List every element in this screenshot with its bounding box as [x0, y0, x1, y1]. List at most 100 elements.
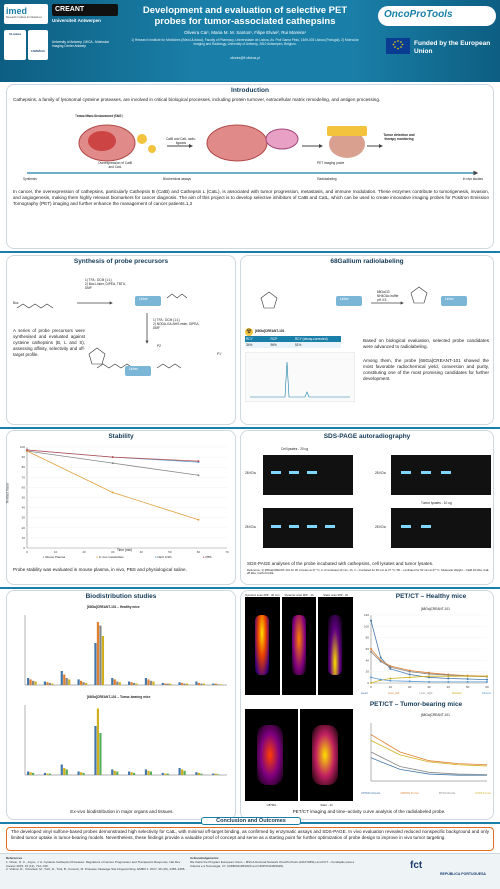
data-point — [408, 673, 411, 676]
gallium-title: 68Gallium radiolabeling — [330, 258, 404, 265]
x-tick-label: 60 — [485, 685, 489, 689]
x-tick-label: 10 — [54, 550, 58, 554]
bar — [147, 679, 150, 685]
contact-email[interactable]: oliveira@ff.ulisboa.pt — [230, 56, 260, 60]
p2-label: P2 — [157, 344, 161, 348]
pet-tumor-scans: U87MG Static - 1h — [245, 709, 353, 807]
footer: References 1. Olson, O. C., Joyce, J. A.… — [0, 853, 500, 889]
bar — [46, 773, 49, 775]
bar — [217, 684, 220, 685]
y-tick-label: 40 — [22, 506, 26, 510]
radiolabel-table: RCY RCP RCY (decay-corrected) 34% 96% 51… — [245, 336, 341, 348]
hplc-chromatogram — [245, 352, 355, 402]
imed-logo: imed — [6, 6, 28, 16]
tme-label: Tumor Micro Environment (TME) — [75, 114, 123, 118]
bar — [200, 773, 203, 775]
x-tick-label: 10 — [389, 685, 393, 689]
step-synthesis: Synthesis — [23, 177, 37, 181]
bar — [43, 772, 47, 775]
eu-flag-icon — [386, 38, 410, 54]
affiliations: 1) Research Institute for Medicines (iMe… — [131, 38, 359, 46]
y-tick-label: 60 — [366, 647, 370, 651]
data-point — [389, 666, 392, 669]
bar — [183, 683, 186, 685]
data-point — [26, 449, 28, 452]
bar — [68, 679, 71, 685]
pet-tumor-title: PET/CT – Tumor-bearing mice — [369, 701, 463, 708]
data-point — [197, 518, 200, 521]
y-tick-label: 60 — [22, 485, 26, 489]
conclusion-section: Conclusion and Outcomes The developed vi… — [6, 817, 494, 851]
step-in-vivo: In vivo studies — [462, 177, 483, 181]
bar — [166, 683, 169, 685]
synthesis-section: Synthesis of probe precursors Boc 1) TFA… — [6, 255, 236, 425]
bar — [51, 683, 54, 685]
y-tick-label: 80 — [22, 465, 26, 469]
x-tick-label: 50 — [466, 685, 470, 689]
bar — [29, 772, 32, 775]
sds-caption: SDS-PAGE analyses of the probe incubated… — [247, 561, 434, 566]
bar — [85, 682, 88, 685]
bar — [217, 774, 220, 775]
legend-nacl: ● NaCl 0.9% — [154, 555, 172, 559]
bar — [214, 683, 217, 685]
oncoprotools-logo: OncoProTools — [384, 9, 453, 20]
bar — [32, 680, 35, 685]
data-point — [370, 650, 372, 653]
synthesis-scheme — [16, 293, 188, 376]
y-tick-label: 0 — [367, 681, 369, 685]
bar — [29, 679, 32, 685]
data-point — [111, 462, 114, 465]
y-tick-label: 120 — [364, 613, 369, 617]
introduction-section: Introduction Cathepsins, a family of lys… — [6, 84, 494, 249]
reagents-step-1: 1) TFA : DCM (1:1) 2) Boc-Linker, DIPEA,… — [85, 278, 127, 290]
data-point — [428, 672, 430, 675]
synthesis-text: A series of probe precursors were synthe… — [13, 328, 85, 357]
bar — [130, 682, 133, 685]
bar — [113, 770, 116, 775]
logo-block: imed Research Institute for Medicines CR… — [4, 4, 124, 60]
y-tick-label: 10 — [22, 536, 26, 540]
tumor-series-line-0 — [370, 757, 487, 776]
reagents-step-2: 1) TFA : DCM (1:1) 2) NODA-GA-NHS ester,… — [153, 318, 200, 330]
radioactive-icon: ☢ — [245, 328, 253, 336]
y-tick-label: 20 — [22, 526, 26, 530]
bar — [212, 683, 215, 685]
data-point — [379, 660, 382, 663]
intro-diagram: Tumor Micro Environment (TME) — [27, 114, 479, 176]
bar — [128, 681, 131, 685]
bar — [149, 680, 153, 685]
stability-xlabel: Time (min) — [117, 548, 133, 552]
bar — [144, 769, 148, 775]
sds-title: SDS-PAGE autoradiography — [323, 433, 411, 440]
series-line-1 — [370, 648, 488, 677]
bar — [152, 681, 155, 685]
data-point — [370, 676, 372, 679]
intro-paragraph-1: Cathepsins, a family of lysosomal cystei… — [13, 97, 381, 102]
bar — [128, 771, 131, 775]
acknowledgements-title: Acknowledgements: — [190, 856, 220, 860]
x-tick-label: 70 — [225, 550, 229, 554]
bar — [116, 771, 119, 775]
republica-logo: REPÚBLICA PORTUGUESA — [440, 872, 486, 876]
data-point — [197, 460, 200, 463]
bar — [27, 771, 30, 775]
data-point — [428, 675, 430, 678]
bar — [101, 636, 105, 685]
bar — [65, 678, 68, 685]
data-point — [447, 680, 450, 683]
farmacia-logo: FARMÁCIA — [28, 30, 48, 60]
bar — [111, 678, 114, 685]
y-tick-label: 80 — [366, 636, 370, 640]
bar — [144, 678, 148, 685]
tumor-lysates-label: Tumor lysates - 10 ug — [421, 501, 452, 505]
bar — [63, 768, 66, 775]
bar — [200, 683, 203, 685]
data-point — [447, 677, 450, 680]
linker-label-1: Linker — [139, 297, 148, 301]
y-tick-label: 100 — [364, 624, 369, 628]
gallium-conditions: 68GaCl3 NH4OAc buffer pH 4.5 — [377, 290, 399, 302]
funded-label: Funded by the European Union — [414, 40, 491, 55]
bar — [113, 679, 116, 685]
pet-curve-title: [68Ga]CREANT-101 — [421, 607, 450, 611]
